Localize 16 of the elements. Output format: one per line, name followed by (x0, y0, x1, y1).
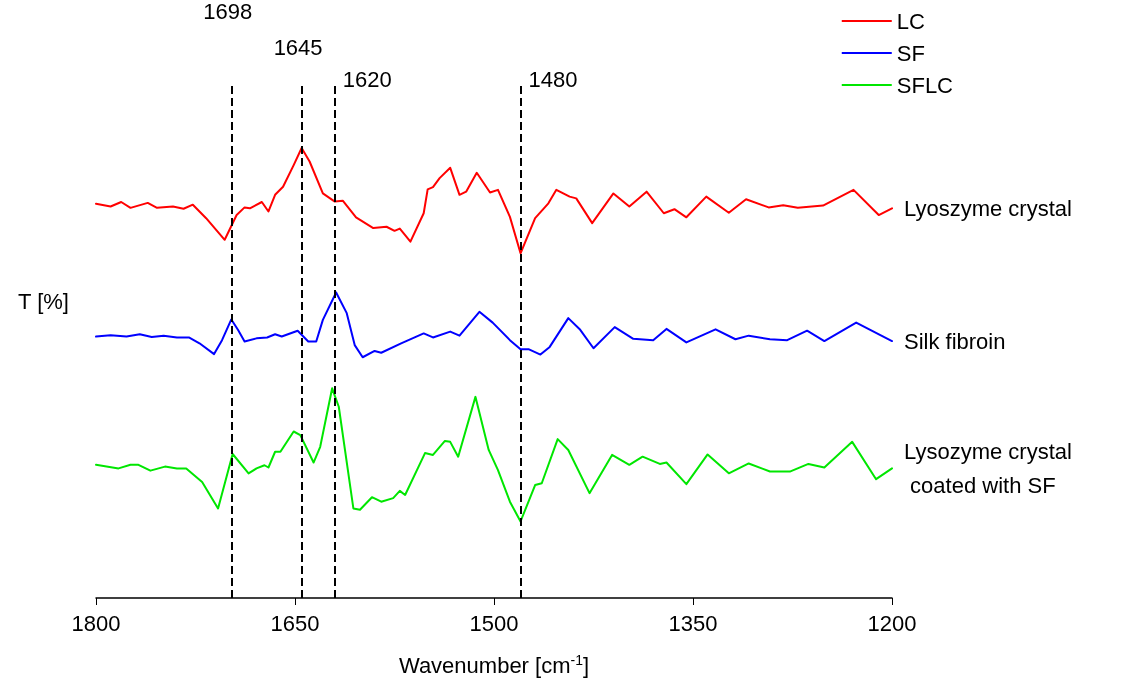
ref-line-label: 1698 (203, 0, 253, 24)
ref-line-label: 1480 (528, 66, 578, 92)
ref-line-label: 1645 (273, 34, 323, 60)
x-tick-label: 1200 (867, 610, 917, 636)
y-axis-title: T [%] (18, 288, 69, 314)
x-tick-label: 1500 (469, 610, 519, 636)
x-tick-label: 1650 (270, 610, 320, 636)
text: Lysozyme crystal coated with SF (904, 438, 1072, 498)
legend-label: SFLC (896, 72, 954, 98)
legend-label: LC (896, 8, 925, 34)
ref-line-label: 1620 (342, 66, 392, 92)
legend-label: SF (896, 40, 925, 66)
x-tick-label: 1350 (668, 610, 718, 636)
x-tick-label: 1800 (71, 610, 121, 636)
text: Lyoszyme crystal (904, 195, 1072, 221)
text: Silk fibroin (904, 328, 1006, 354)
